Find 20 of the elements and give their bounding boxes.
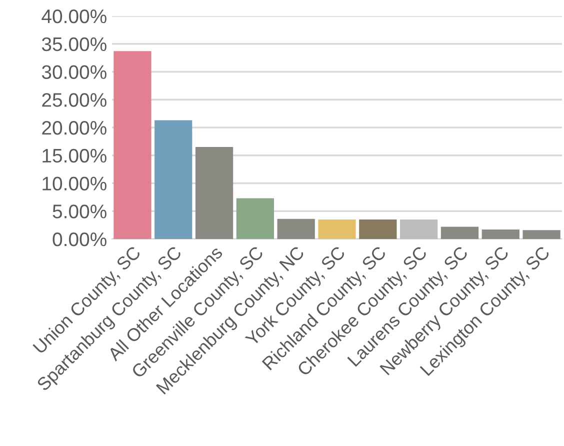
y-tick-label: 25.00%	[42, 93, 106, 107]
y-tick-label: 15.00%	[42, 148, 106, 163]
bar	[114, 51, 152, 239]
bar	[195, 147, 234, 239]
y-tick-label: 10.00%	[42, 176, 106, 190]
bar	[236, 198, 274, 239]
bar	[318, 219, 356, 239]
bar	[482, 230, 520, 239]
bar	[154, 120, 192, 239]
bar	[440, 226, 479, 239]
y-tick-label: 30.00%	[42, 65, 106, 79]
y-tick-label: 35.00%	[42, 37, 106, 52]
bar	[522, 230, 560, 239]
bar	[400, 219, 438, 239]
y-tick-label: 40.00%	[42, 9, 106, 24]
bar	[277, 218, 315, 239]
bar	[359, 219, 397, 239]
y-tick-label: 20.00%	[42, 120, 106, 135]
y-tick-label: 0.00%	[52, 232, 106, 246]
y-tick-label: 5.00%	[52, 204, 106, 218]
